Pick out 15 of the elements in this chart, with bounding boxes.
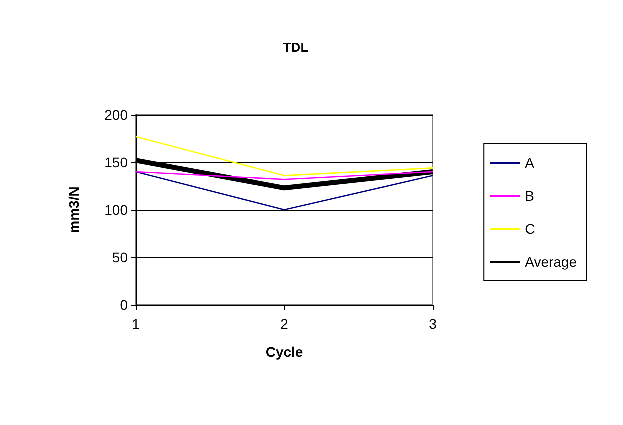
y-tick-label: 150 — [104, 154, 128, 170]
legend-label: B — [525, 188, 534, 204]
y-tick-label: 100 — [104, 202, 128, 218]
chart-title: TDL — [283, 40, 309, 55]
x-tick-label: 1 — [132, 316, 140, 332]
y-tick-label: 50 — [112, 250, 128, 266]
y-tick-label: 0 — [120, 297, 128, 313]
y-axis-title: mm3/N — [66, 186, 82, 234]
legend-label: Average — [525, 254, 578, 270]
x-tick-label: 3 — [429, 316, 438, 332]
legend-label: A — [525, 155, 536, 171]
legend-label: C — [525, 221, 536, 237]
y-tick-label: 200 — [104, 107, 128, 123]
x-tick-label: 2 — [280, 316, 289, 332]
x-axis-title: Cycle — [266, 344, 304, 360]
